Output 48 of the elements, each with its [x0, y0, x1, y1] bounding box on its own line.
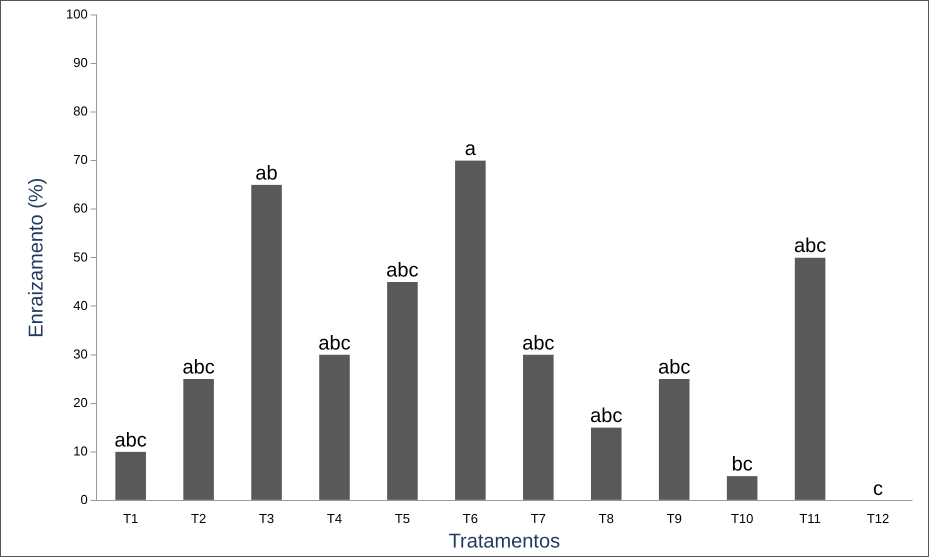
- x-tick-label: T11: [799, 510, 821, 526]
- y-tick-label: 10: [73, 443, 88, 458]
- y-tick-label: 80: [73, 104, 88, 119]
- data-label: abc: [182, 356, 215, 379]
- y-tick-label: 20: [73, 394, 88, 410]
- y-tick-label: 50: [73, 249, 88, 264]
- y-tick-label: 90: [73, 55, 88, 70]
- y-tick-label: 40: [73, 298, 88, 313]
- bar: [115, 452, 146, 500]
- bar: [523, 354, 554, 500]
- bar: [319, 354, 350, 500]
- data-label: abc: [114, 429, 147, 452]
- y-tick-label: 100: [66, 6, 88, 22]
- y-tick-label: 70: [73, 152, 88, 168]
- y-tick-label: 30: [73, 346, 88, 362]
- data-label: abc: [658, 356, 690, 379]
- x-tick-label: T8: [598, 510, 614, 526]
- y-tick-label: 60: [73, 200, 88, 216]
- y-axis-title: Enraizamento (%): [26, 178, 48, 338]
- bar: [455, 160, 486, 500]
- bar: [183, 379, 214, 500]
- x-tick-label: T9: [666, 510, 682, 526]
- data-label: abc: [522, 332, 554, 354]
- x-tick-label: T12: [866, 510, 890, 526]
- bar: [658, 379, 690, 500]
- x-tick-label: T2: [191, 510, 206, 526]
- data-label: c: [873, 478, 884, 500]
- data-label: abc: [386, 259, 419, 282]
- x-tick-label: T6: [462, 510, 478, 526]
- x-tick-label: T3: [258, 510, 274, 526]
- x-tick-label: T4: [326, 510, 342, 526]
- x-tick-label: T7: [530, 510, 546, 526]
- data-label: abc: [318, 332, 351, 354]
- data-label: abc: [794, 235, 826, 258]
- bar: [726, 476, 758, 500]
- bar: [590, 428, 622, 500]
- x-axis-title: Tratamentos: [448, 530, 560, 553]
- x-tick-label: T10: [730, 510, 754, 526]
- data-label: abc: [590, 405, 622, 428]
- bar: [251, 184, 282, 500]
- data-label: ab: [255, 162, 278, 184]
- data-label: bc: [732, 454, 753, 476]
- bar: [794, 258, 826, 500]
- x-tick-label: T1: [123, 510, 138, 526]
- x-tick-label: T5: [394, 510, 410, 526]
- bar: [387, 282, 418, 500]
- data-label: a: [464, 138, 477, 160]
- y-tick-label: 0: [80, 492, 88, 507]
